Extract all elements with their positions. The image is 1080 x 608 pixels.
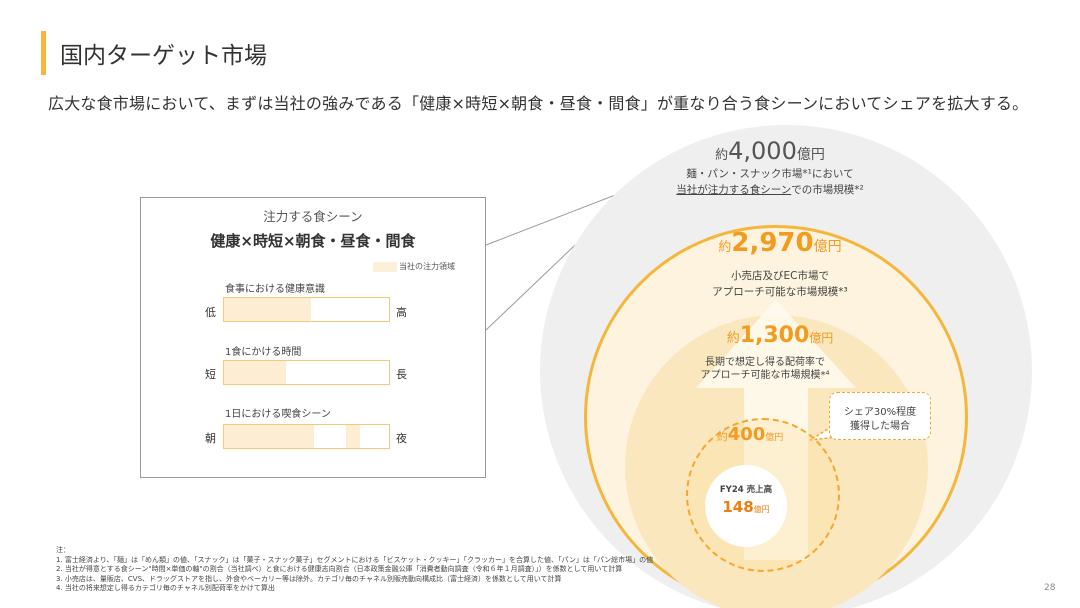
- fy24-sales-value: 148億円: [722, 498, 770, 516]
- focus-scene-box: 注力する食シーン 健康×時短×朝食・昼食・間食 当社の注力領域 食事における健康…: [140, 197, 486, 478]
- focus-scene-heading: 注力する食シーン: [263, 209, 363, 224]
- reachable-market-desc-2: アプローチ可能な市場規模*⁴: [700, 370, 830, 381]
- addressable-market-desc-1: 小売店及びEC市場で: [731, 270, 829, 282]
- legend-label: 当社の注力領域: [399, 262, 455, 271]
- addressable-market-value: 約2,970億円: [718, 228, 842, 258]
- share-callout-line-1: シェア30%程度: [843, 407, 917, 418]
- row-low-health: 低: [205, 306, 216, 319]
- bar-time: [223, 360, 390, 385]
- bar-scene-focus-segment-2: [346, 425, 360, 448]
- row-label-health: 食事における健康意識: [225, 284, 325, 295]
- page-title: 国内ターゲット市場: [60, 43, 267, 69]
- row-high-scene: 夜: [396, 432, 407, 445]
- total-market-value: 約4,000億円: [715, 137, 825, 165]
- bar-time-focus-segment: [224, 361, 286, 384]
- fy24-sales-label: FY24 売上高: [719, 485, 773, 495]
- share-callout-line-2: 獲得した場合: [850, 421, 910, 432]
- reachable-market-desc-1: 長期で想定し得る配荷率で: [705, 357, 825, 368]
- addressable-market-desc-2: アプローチ可能な市場規模*³: [712, 286, 848, 298]
- focus-scene-title: 健康×時短×朝食・昼食・間食: [210, 232, 416, 250]
- footnote-2: 2. 当社が得意とする食シーン"時間×単価の軸"の割合（当社調べ）と食における健…: [56, 565, 623, 573]
- row-high-time: 長: [396, 368, 407, 381]
- reachable-market-value: 約1,300億円: [726, 323, 834, 348]
- fy24-sales-circle: [705, 465, 787, 547]
- bar-scene: [223, 424, 390, 449]
- bar-health-focus-segment: [224, 298, 311, 321]
- bar-health: [223, 297, 390, 322]
- target-share-value: 約400億円: [716, 424, 784, 445]
- total-market-desc-2: 当社が注力する食シーンでの市場規模*²: [676, 184, 864, 196]
- row-label-scene: 1日における喫食シーン: [225, 409, 331, 420]
- row-low-time: 短: [205, 368, 216, 381]
- page-number: 28: [1044, 583, 1056, 593]
- footnote-3: 3. 小売店は、量販店、CVS、ドラッグストアを指し、外食やベーカリー等は除外。…: [56, 574, 562, 583]
- footnote-4: 4. 当社の将来想定し得るカテゴリ毎のチャネル別配荷率をかけて算出: [56, 584, 275, 592]
- share-callout-box: シェア30%程度 獲得した場合: [829, 392, 931, 440]
- page-subtitle: 広大な食市場において、まずは当社の強みである「健康×時短×朝食・昼食・間食」が重…: [48, 94, 1029, 113]
- row-label-time: 1食にかける時間: [225, 347, 302, 358]
- footnotes-heading: 注：: [56, 546, 70, 554]
- footnotes: 注： 1. 富士経済より、「麺」は「めん類」の値、「スナック」は「菓子・スナック…: [56, 546, 653, 594]
- row-low-scene: 朝: [205, 432, 216, 445]
- footnote-1: 1. 富士経済より、「麺」は「めん類」の値、「スナック」は「菓子・スナック菓子」…: [56, 555, 654, 564]
- bar-scene-focus-segment-1: [224, 425, 314, 448]
- row-high-health: 高: [396, 306, 407, 319]
- title-accent-bar: [41, 31, 46, 75]
- legend-swatch: [373, 262, 397, 272]
- total-market-desc-1: 麺・パン・スナック市場*¹において: [686, 168, 854, 180]
